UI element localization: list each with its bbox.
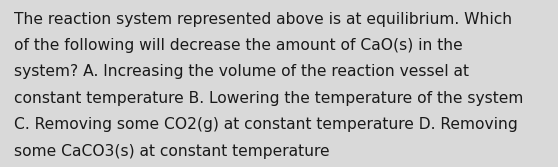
Text: of the following will decrease the amount of CaO(s) in the: of the following will decrease the amoun… (14, 38, 463, 53)
Text: constant temperature B. Lowering the temperature of the system: constant temperature B. Lowering the tem… (14, 91, 523, 106)
Text: some CaCO3(s) at constant temperature: some CaCO3(s) at constant temperature (14, 144, 330, 159)
Text: C. Removing some CO2(g) at constant temperature D. Removing: C. Removing some CO2(g) at constant temp… (14, 117, 518, 132)
Text: system? A. Increasing the volume of the reaction vessel at: system? A. Increasing the volume of the … (14, 64, 469, 79)
Text: The reaction system represented above is at equilibrium. Which: The reaction system represented above is… (14, 12, 512, 27)
